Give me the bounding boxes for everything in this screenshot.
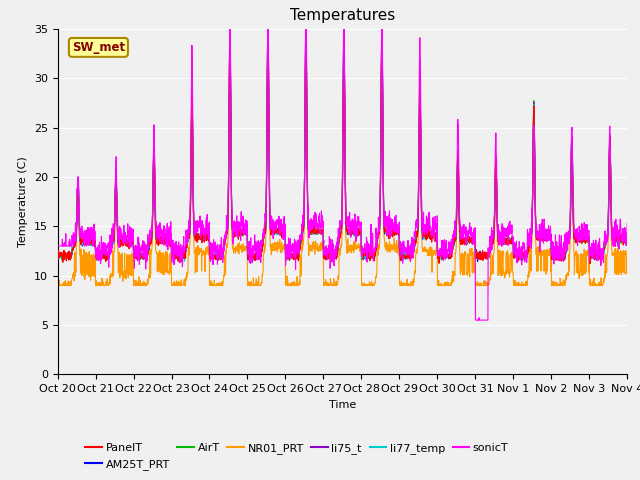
Text: SW_met: SW_met bbox=[72, 41, 125, 54]
Y-axis label: Temperature (C): Temperature (C) bbox=[18, 156, 28, 247]
Title: Temperatures: Temperatures bbox=[290, 9, 395, 24]
Legend: PanelT, AM25T_PRT, AirT, NR01_PRT, li75_t, li77_temp, sonicT: PanelT, AM25T_PRT, AirT, NR01_PRT, li75_… bbox=[81, 439, 513, 474]
X-axis label: Time: Time bbox=[329, 400, 356, 409]
